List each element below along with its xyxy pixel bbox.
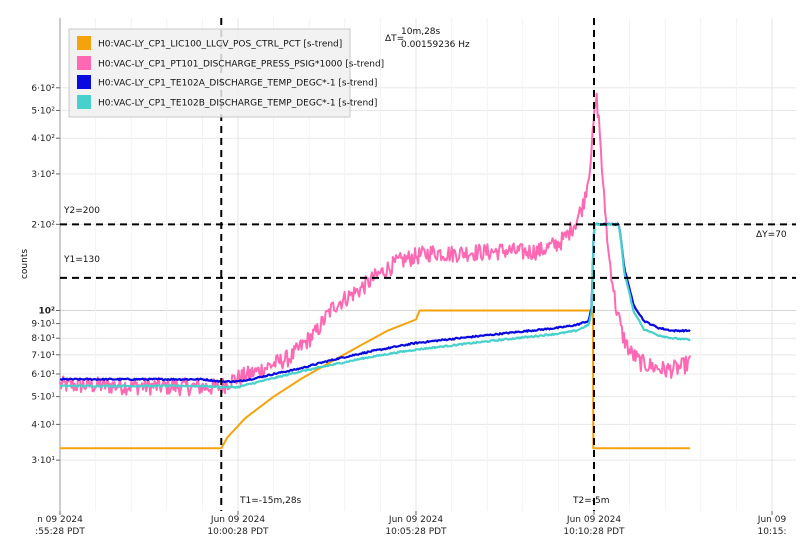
y2-cursor-label: Y2=200 [63, 206, 100, 216]
y-tick-label: 3·10² [31, 170, 55, 180]
x-axis-ticks: n 09 2024 :55:28 PDT Jun 09 2024 10:00:28 P… [35, 511, 786, 537]
legend-entry[interactable]: H0:VAC-LY_CP1_LIC100_LLCV_POS_CTRL_PCT [… [77, 36, 342, 50]
y-tick-label: 9·10¹ [31, 320, 55, 330]
delta-t-value: 10m,28s [401, 27, 441, 37]
y-tick-label: 4·10² [31, 134, 55, 144]
y-tick-label: 4·10¹ [31, 420, 55, 430]
y-tick-label: 7·10¹ [31, 351, 55, 361]
x-tick-label: 10:15: [758, 527, 787, 537]
legend-label: H0:VAC-LY_CP1_PT101_DISCHARGE_PRESS_PSIG… [98, 60, 384, 70]
legend-entry[interactable]: H0:VAC-LY_CP1_PT101_DISCHARGE_PRESS_PSIG… [77, 56, 384, 70]
y-tick-label: 8·10¹ [31, 334, 55, 344]
delta-t-frequency: 0.00159236 Hz [401, 40, 470, 50]
cursors[interactable] [60, 18, 796, 511]
legend[interactable]: H0:VAC-LY_CP1_LIC100_LLCV_POS_CTRL_PCT [… [68, 28, 384, 118]
y-axis-label: counts [20, 249, 30, 279]
t2-cursor-label: T2=-5m [572, 496, 610, 506]
y1-cursor-label: Y1=130 [63, 255, 100, 265]
x-tick-label: 10:05:28 PDT [385, 527, 447, 537]
y-tick-label: 5·10² [31, 106, 55, 116]
y-axis-ticks: 3·10¹ 4·10¹ 5·10¹ 6·10¹ 7·10¹ 8·10¹ 9·10¹ 10² 2·… [31, 84, 60, 466]
series-line [59, 222, 691, 389]
t1-cursor-label: T1=-15m,28s [239, 496, 302, 506]
legend-label: H0:VAC-LY_CP1_LIC100_LLCV_POS_CTRL_PCT [… [98, 40, 342, 50]
legend-swatch [77, 36, 91, 50]
delta-t-symbol: ΔT= [385, 34, 404, 44]
y-tick-label: 2·10² [31, 220, 55, 230]
x-tick-label: :55:28 PDT [35, 527, 85, 537]
y-tick-label: 5·10¹ [31, 393, 55, 403]
legend-swatch [77, 95, 91, 109]
legend-box [68, 28, 351, 118]
legend-entry[interactable]: H0:VAC-LY_CP1_TE102A_DISCHARGE_TEMP_DEGC… [77, 75, 377, 89]
y-tick-label: 6·10² [31, 84, 55, 94]
x-tick-label: Jun 09 [757, 515, 787, 525]
legend-entry[interactable]: H0:VAC-LY_CP1_TE102B_DISCHARGE_TEMP_DEGC… [77, 95, 377, 109]
y-tick-label: 10² [39, 307, 56, 317]
x-tick-label: Jun 09 2024 [210, 515, 265, 525]
series-lines [59, 92, 692, 450]
y-tick-label: 3·10¹ [31, 456, 55, 466]
legend-label: H0:VAC-LY_CP1_TE102B_DISCHARGE_TEMP_DEGC… [98, 99, 377, 109]
x-tick-label: Jun 09 2024 [388, 515, 443, 525]
series-line [59, 222, 691, 384]
y-tick-label: 6·10¹ [31, 370, 55, 380]
x-tick-label: n 09 2024 [37, 515, 83, 525]
delta-y-label: ΔY=70 [756, 230, 787, 240]
legend-label: H0:VAC-LY_CP1_TE102A_DISCHARGE_TEMP_DEGC… [98, 79, 377, 89]
x-tick-label: 10:00:28 PDT [207, 527, 269, 537]
legend-swatch [77, 75, 91, 89]
legend-swatch [77, 56, 91, 70]
x-tick-label: 10:10:28 PDT [563, 527, 625, 537]
x-tick-label: Jun 09 2024 [566, 515, 621, 525]
